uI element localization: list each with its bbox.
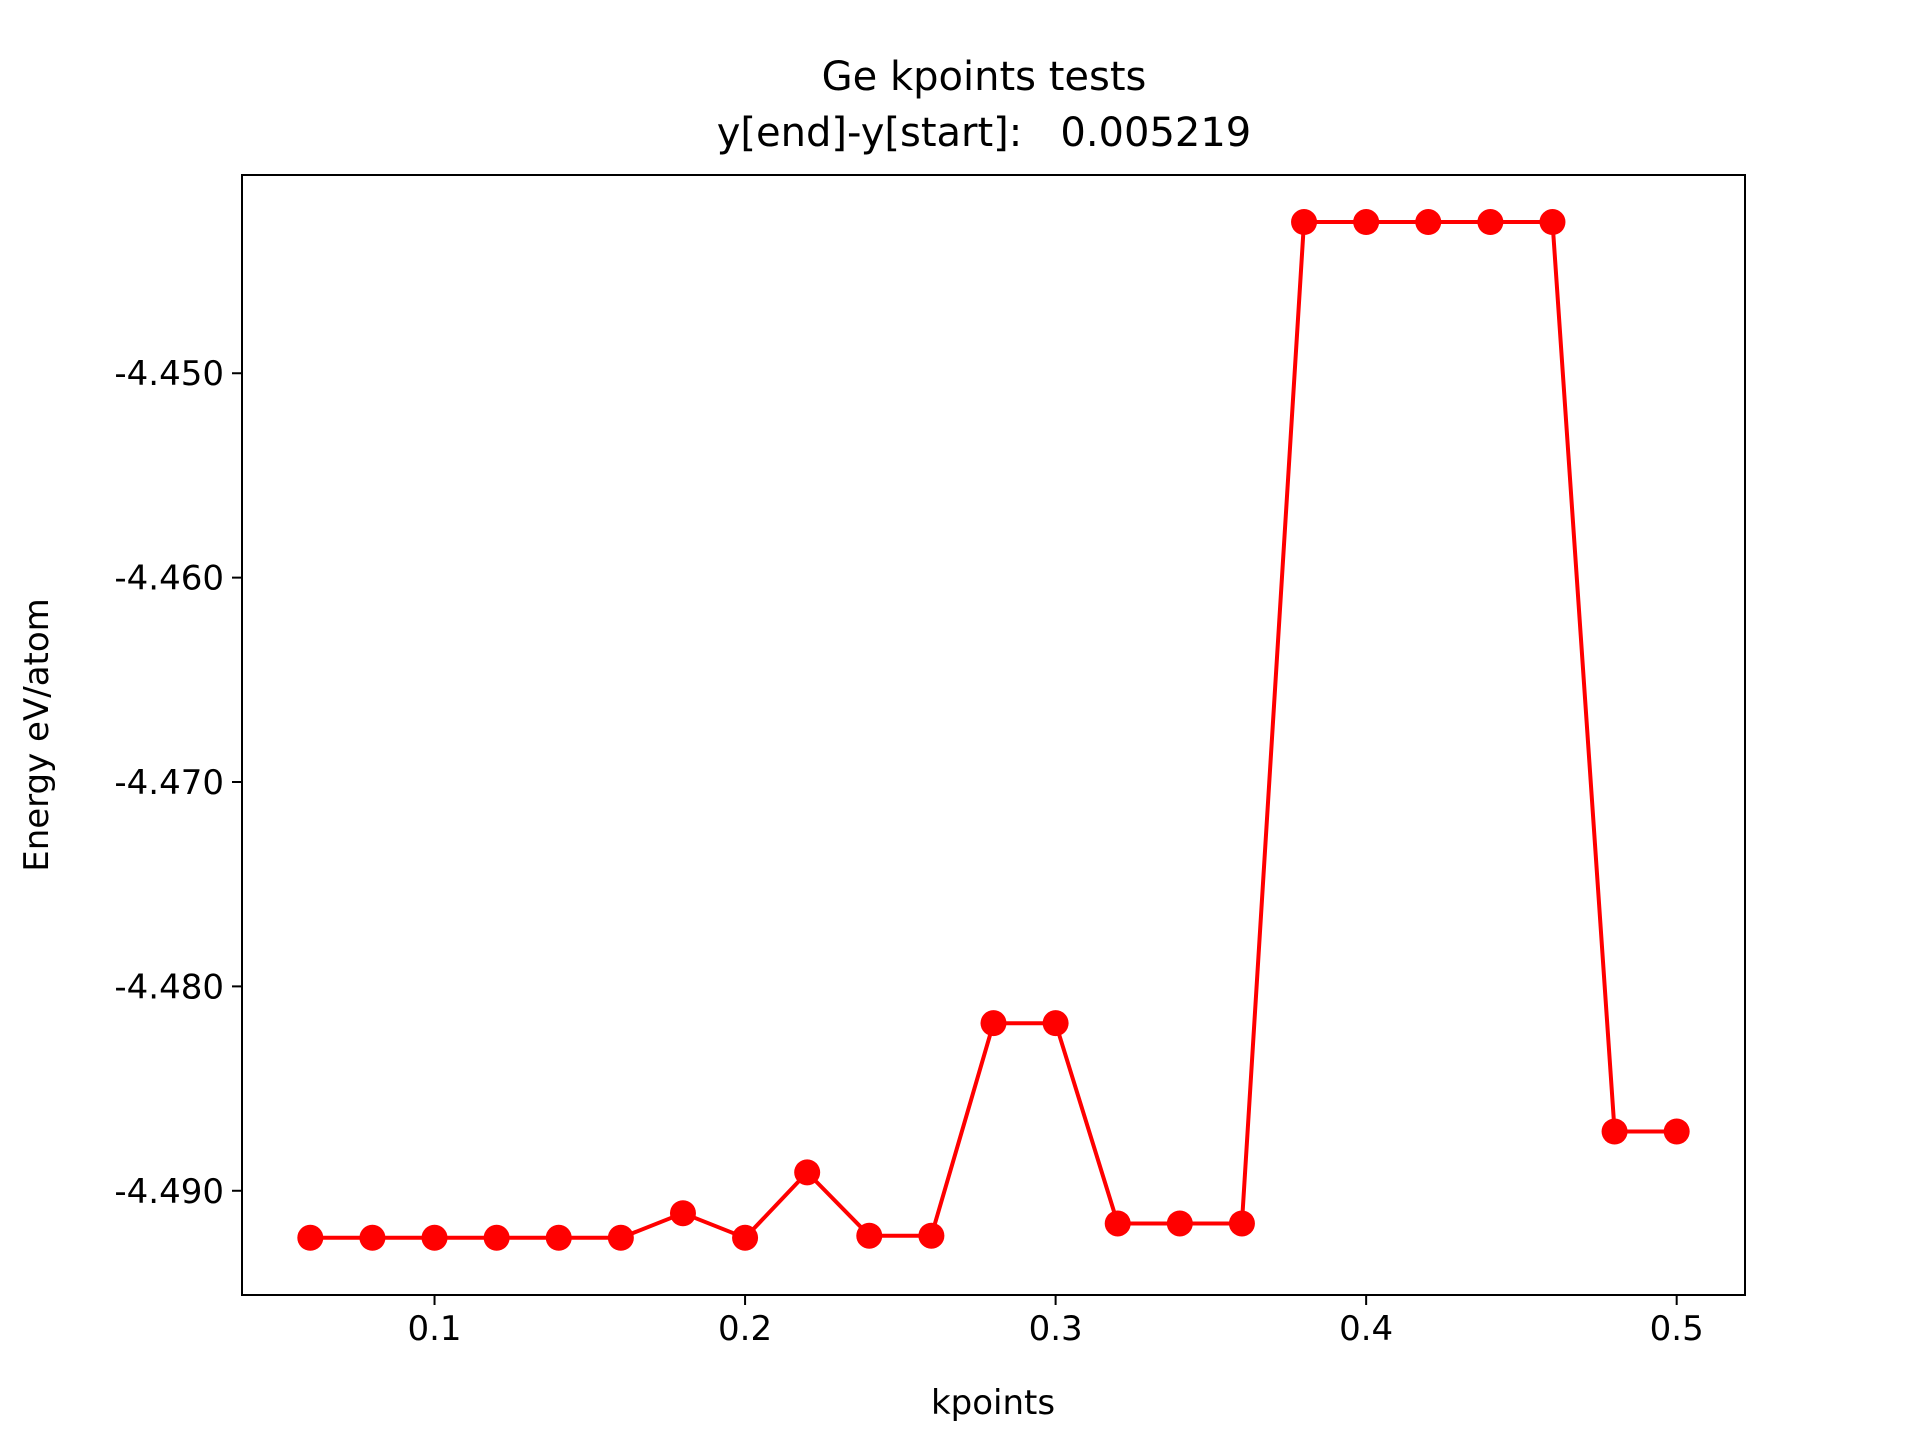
data-point [794,1159,821,1186]
y-tick-label: -4.460 [114,559,224,599]
series-layer [297,209,1690,1251]
y-tick-label: -4.470 [114,763,224,803]
data-point [607,1224,634,1251]
chart-subtitle: y[end]-y[start]: 0.005219 [717,110,1252,156]
data-point [359,1224,386,1251]
data-point [1228,1210,1255,1237]
data-point [545,1224,572,1251]
data-point [1042,1010,1069,1037]
x-tick-label: 0.5 [1650,1309,1704,1349]
x-tick-label: 0.1 [407,1309,461,1349]
y-axis-label: Energy eV/atom [17,598,57,872]
data-point [421,1224,448,1251]
data-point [297,1224,324,1251]
data-point [1104,1210,1131,1237]
x-tick-label: 0.2 [718,1309,772,1349]
chart-title: Ge kpoints tests [822,54,1147,100]
data-point [483,1224,510,1251]
y-axis-ticks: -4.450 -4.460 -4.470 -4.480 -4.490 [114,354,242,1212]
data-point [856,1222,883,1249]
data-point [1353,209,1380,236]
plot-frame [241,174,1746,1296]
y-tick-label: -4.450 [114,354,224,394]
series-line [310,220,1677,1240]
data-point [669,1200,696,1227]
data-point [1291,209,1318,236]
data-point [1539,209,1566,236]
data-point [918,1222,945,1249]
data-point [1477,209,1504,236]
x-axis-ticks: 0.1 0.2 0.3 0.4 0.5 [407,1295,1704,1349]
data-point [1166,1210,1193,1237]
x-tick-label: 0.4 [1339,1309,1393,1349]
data-point [1601,1118,1628,1145]
data-point [1415,209,1442,236]
title-group: Ge kpoints tests y[end]-y[start]: 0.0052… [717,54,1252,156]
data-point [1663,1118,1690,1145]
y-tick-label: -4.480 [114,967,224,1007]
y-tick-label: -4.490 [114,1172,224,1212]
x-axis-label: kpoints [931,1383,1055,1423]
data-point [980,1010,1007,1037]
data-point [732,1224,759,1251]
x-tick-label: 0.3 [1029,1309,1083,1349]
